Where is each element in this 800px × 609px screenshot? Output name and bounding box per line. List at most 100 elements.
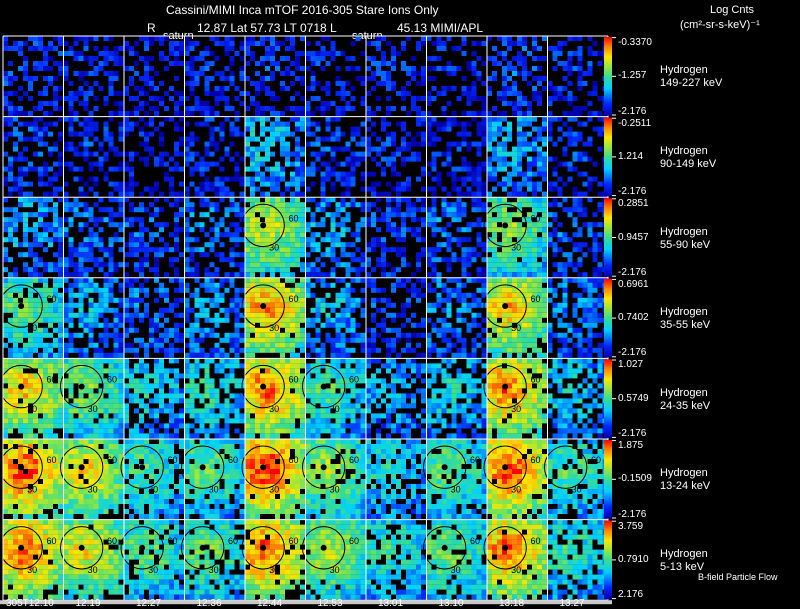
colorbar (604, 440, 612, 519)
contour-label: 60 (531, 213, 541, 223)
heatmap-panel (547, 519, 608, 600)
contour-label: 30 (209, 565, 219, 575)
colorbar-min-label: -2.176 (618, 428, 647, 439)
heatmap-panel: 30 60 (241, 358, 305, 439)
heatmap-panel (3, 116, 63, 197)
contour-label: 30 (330, 484, 340, 494)
contour-label: 30 (269, 323, 279, 333)
heatmap-panel (547, 277, 608, 358)
heatmap-panel (366, 197, 426, 278)
colorbar-mid-label: 0.7402 (618, 312, 649, 324)
contour-label: 30 (511, 243, 521, 253)
contour-label: 60 (289, 294, 299, 304)
contour-label: 60 (531, 294, 541, 304)
colorbar-min-label: -2.176 (618, 347, 647, 359)
heatmap-panel (124, 36, 184, 116)
band-species: Hydrogen (660, 64, 708, 77)
heatmap-panel (366, 36, 426, 116)
heatmap-panel (487, 116, 547, 197)
contour-label: 30 (269, 404, 279, 414)
heatmap-panel (124, 358, 184, 439)
heatmap-panel: 30 60 (422, 519, 487, 600)
contour-label: 60 (531, 536, 541, 546)
colorbar-min-label: -2.176 (618, 266, 647, 278)
heatmap-panel (184, 36, 245, 116)
contour-label: 60 (228, 455, 238, 465)
heatmap-panel (63, 197, 124, 278)
contour-label: 60 (470, 455, 480, 465)
heatmap-panel: 30 60 (483, 358, 547, 439)
band-species: Hydrogen (660, 306, 708, 319)
contour-label: 30 (27, 323, 37, 333)
heatmap-panel: 30 60 (59, 358, 124, 439)
band-energy: 35-55 keV (660, 319, 711, 332)
colorbar-mid-label: -1.257 (618, 70, 647, 82)
heatmap-panel: 30 60 (120, 439, 184, 519)
band-energy: 90-149 keV (660, 157, 717, 170)
band-label: Hydrogen 90-149 keV (660, 145, 716, 171)
colorbar-max-label: -0.2511 (618, 117, 652, 129)
heatmap-panel (63, 277, 124, 358)
colorbar-min-label: -2.176 (618, 186, 647, 198)
contour-label: 60 (47, 375, 57, 385)
contour-label: 30 (148, 484, 158, 494)
band-species: Hydrogen (660, 547, 708, 560)
contour-label: 30 (27, 565, 37, 575)
heatmap-panel: 30 60 (301, 519, 366, 600)
heatmap-panel (245, 116, 305, 197)
heatmap-panel (547, 36, 608, 116)
colorbar (604, 520, 612, 600)
colorbar-max-label: 0.2851 (618, 198, 649, 210)
heatmap-panel (366, 519, 426, 600)
heatmap-panel (184, 197, 245, 278)
time-tick-label: 12:36 (196, 598, 222, 609)
contour-label: 30 (269, 484, 279, 494)
heatmap-panel: 30 60 (483, 197, 547, 278)
heatmap-panel: 30 60 (120, 519, 184, 600)
contour-label: 60 (168, 455, 178, 465)
contour-label: 60 (289, 213, 299, 223)
band-species: Hydrogen (660, 386, 708, 399)
time-axis-bar (0, 600, 612, 605)
colorbar-max-label: 1.027 (618, 359, 644, 371)
heatmap-panel: 30 60 (0, 439, 63, 519)
heatmap-panel: 30 60 (180, 519, 245, 600)
heatmap-panel (366, 439, 426, 519)
heatmap-panel (305, 116, 366, 197)
r-label: R (147, 21, 156, 35)
heatmap-panel (184, 116, 245, 197)
heatmap-panel (426, 197, 487, 278)
time-tick-label: 12:19 (75, 598, 101, 609)
heatmap-panel: 30 60 (241, 197, 305, 278)
heatmap-panel (124, 197, 184, 278)
heatmap-panel (3, 36, 63, 116)
heatmap-panel: 30 60 (0, 519, 63, 600)
heatmap-panel: 30 60 (301, 439, 366, 519)
position-readout: 12.87 Lat 57.73 LT 0718 L (197, 21, 337, 35)
heatmap-panel (426, 277, 487, 358)
band-label: Hydrogen 149-227 keV (660, 64, 722, 90)
contour-label: 60 (349, 536, 359, 546)
contour-label: 30 (88, 404, 98, 414)
time-tick-label: 13:10 (438, 598, 464, 609)
heatmap-panel (63, 36, 124, 116)
time-tick-label: 13:01 (378, 598, 404, 609)
band-label: Hydrogen 13-24 keV (660, 467, 710, 493)
band-label: Hydrogen 35-55 keV (660, 306, 710, 332)
colorbar-min-label: -2.176 (618, 508, 647, 520)
heatmap-panel (547, 358, 608, 439)
contour-label: 60 (47, 294, 57, 304)
contour-label: 30 (88, 484, 98, 494)
heatmap-panel: 30 60 (241, 439, 305, 519)
colorbar-mid-label: 0.7910 (618, 553, 649, 565)
band-species: Hydrogen (660, 225, 708, 238)
heatmap-panel (184, 277, 245, 358)
time-tick-label: 12:53 (317, 598, 343, 609)
colorbar-mid-label: 1.214 (618, 150, 644, 162)
contour-label: 60 (531, 375, 541, 385)
heatmap-panel: 30 60 (59, 519, 124, 600)
band-species: Hydrogen (660, 467, 708, 480)
contour-label: 30 (511, 565, 521, 575)
footnote: B-field Particle Flow (698, 572, 778, 582)
